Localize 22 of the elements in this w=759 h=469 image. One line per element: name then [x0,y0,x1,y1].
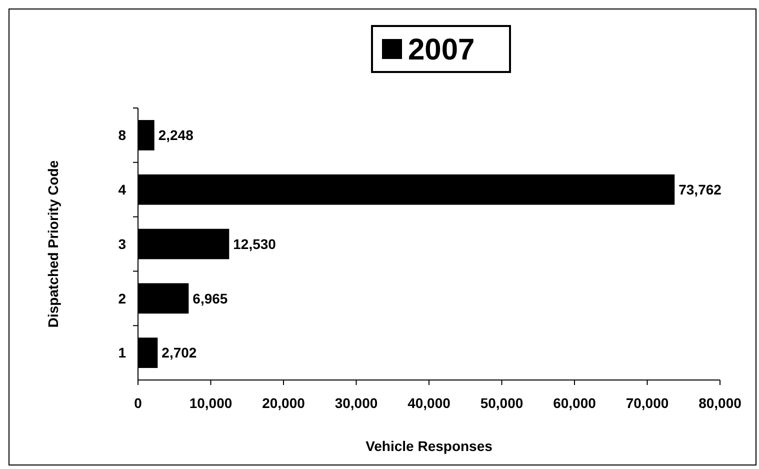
y-tick-label: 3 [118,236,126,252]
x-tick-label: 40,000 [408,395,451,411]
data-label: 2,702 [162,344,197,361]
y-tick-label: 4 [118,182,126,198]
x-tick-label: 80,000 [698,395,742,411]
y-tick-label: 8 [118,127,126,144]
x-tick-label: 30,000 [334,395,378,411]
data-label: 73,762 [678,182,722,198]
data-label: 2,248 [158,127,194,144]
y-tick-label: 1 [118,344,126,361]
y-axis-title: Dispatched Priority Code [45,160,61,328]
x-tick-label: 60,000 [553,395,596,411]
x-tick-label: 20,000 [262,395,306,411]
legend-label: 2007 [408,34,475,66]
x-tick-label: 0 [134,395,142,411]
x-tick-label: 70,000 [626,395,669,411]
x-tick-label: 10,000 [189,395,232,411]
x-axis-title: Vehicle Responses [366,438,493,454]
data-label: 12,530 [233,236,276,252]
y-tick-label: 2 [118,290,126,306]
data-label: 6,965 [192,290,228,306]
x-tick-label: 50,000 [480,395,524,411]
